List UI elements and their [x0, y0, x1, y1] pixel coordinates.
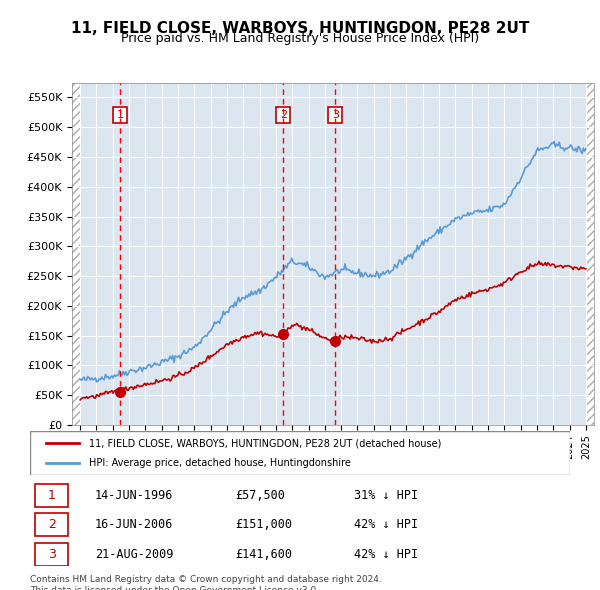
- Text: 1: 1: [47, 489, 56, 502]
- Text: 3: 3: [332, 110, 339, 120]
- Text: 11, FIELD CLOSE, WARBOYS, HUNTINGDON, PE28 2UT (detached house): 11, FIELD CLOSE, WARBOYS, HUNTINGDON, PE…: [89, 438, 442, 448]
- FancyBboxPatch shape: [35, 484, 68, 507]
- Text: 1: 1: [116, 110, 124, 120]
- Text: 16-JUN-2006: 16-JUN-2006: [95, 518, 173, 532]
- Text: 2: 2: [280, 110, 287, 120]
- Text: HPI: Average price, detached house, Huntingdonshire: HPI: Average price, detached house, Hunt…: [89, 458, 351, 467]
- Text: £141,600: £141,600: [235, 548, 292, 562]
- Bar: [72, 83, 80, 425]
- Text: 21-AUG-2009: 21-AUG-2009: [95, 548, 173, 562]
- Text: 42% ↓ HPI: 42% ↓ HPI: [354, 548, 418, 562]
- Text: 14-JUN-1996: 14-JUN-1996: [95, 489, 173, 502]
- Text: 31% ↓ HPI: 31% ↓ HPI: [354, 489, 418, 502]
- Text: £57,500: £57,500: [235, 489, 285, 502]
- Text: 42% ↓ HPI: 42% ↓ HPI: [354, 518, 418, 532]
- FancyBboxPatch shape: [30, 431, 570, 475]
- FancyBboxPatch shape: [35, 543, 68, 566]
- Text: 2: 2: [47, 518, 56, 532]
- FancyBboxPatch shape: [35, 513, 68, 536]
- Text: Contains HM Land Registry data © Crown copyright and database right 2024.
This d: Contains HM Land Registry data © Crown c…: [30, 575, 382, 590]
- Text: 3: 3: [47, 548, 56, 562]
- Text: £151,000: £151,000: [235, 518, 292, 532]
- Text: 11, FIELD CLOSE, WARBOYS, HUNTINGDON, PE28 2UT: 11, FIELD CLOSE, WARBOYS, HUNTINGDON, PE…: [71, 21, 529, 35]
- Bar: [586, 83, 594, 425]
- Text: Price paid vs. HM Land Registry's House Price Index (HPI): Price paid vs. HM Land Registry's House …: [121, 32, 479, 45]
- Bar: [72, 83, 80, 425]
